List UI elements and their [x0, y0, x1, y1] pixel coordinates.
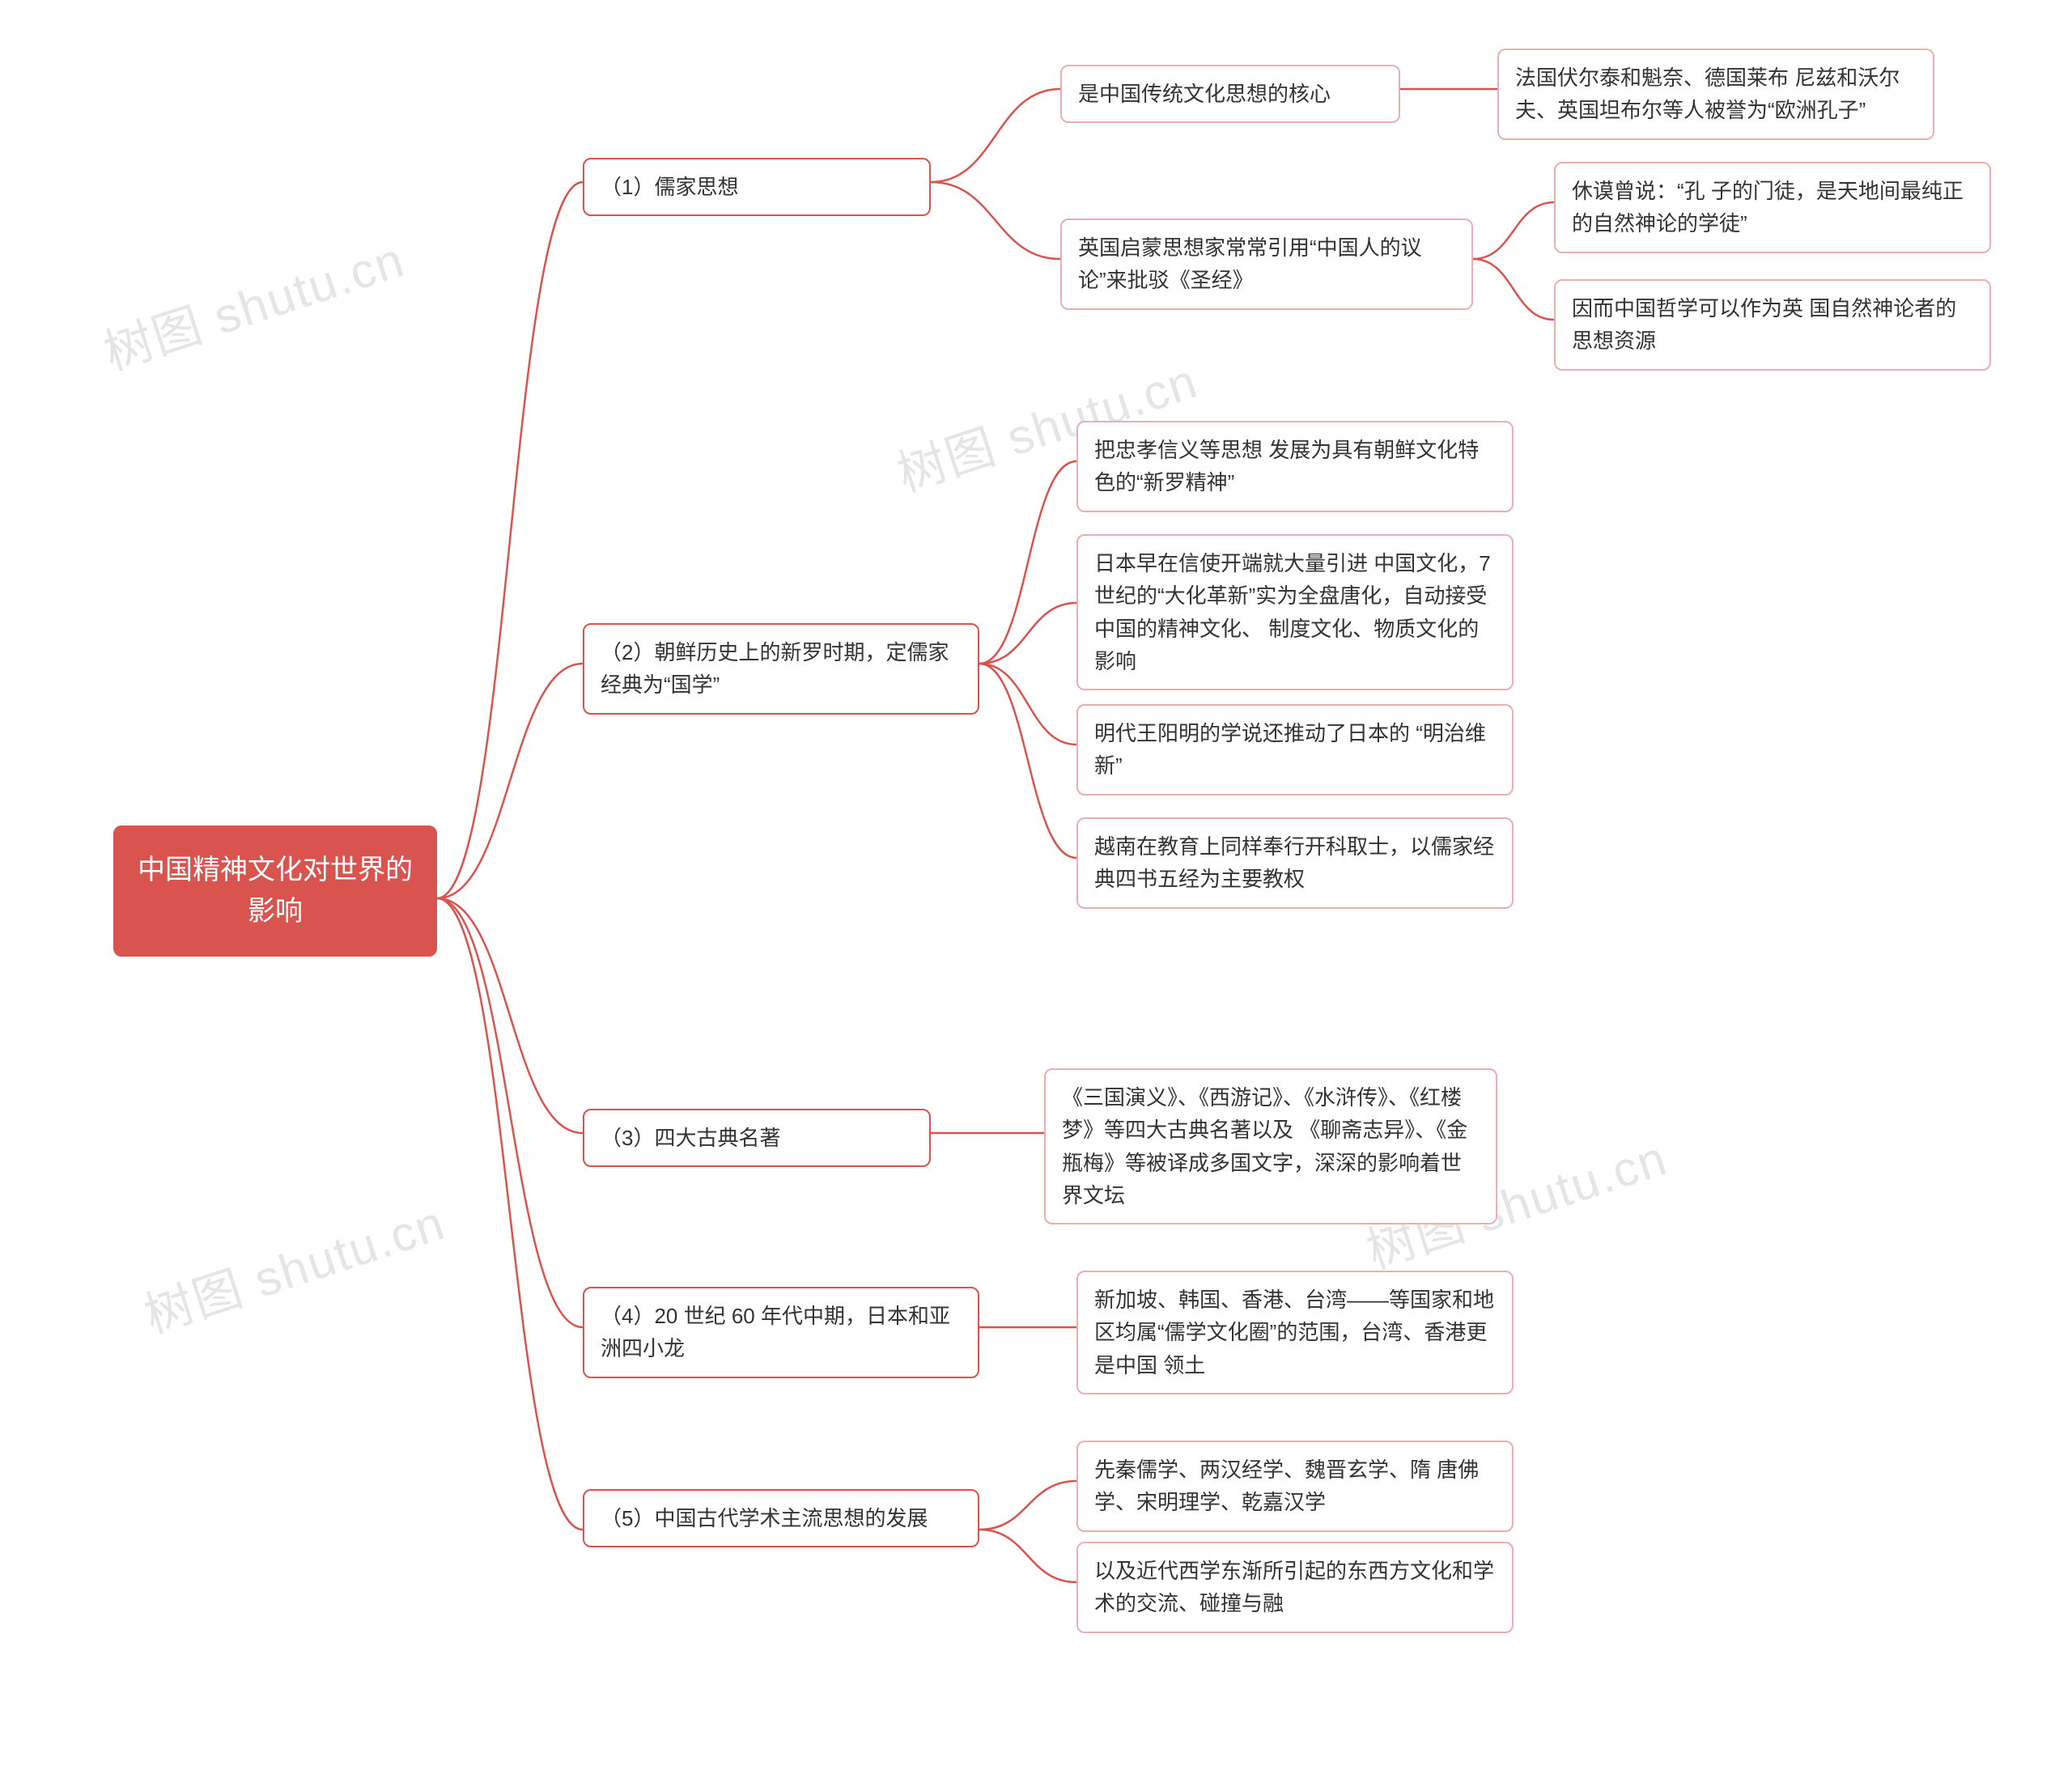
branch-1-child-2[interactable]: 英国启蒙思想家常常引用“中国人的议论”来批驳《圣经》: [1060, 219, 1473, 310]
watermark: 树图 shutu.cn: [94, 221, 413, 384]
branch-2-child-1[interactable]: 把忠孝信义等思想 发展为具有朝鲜文化特色的“新罗精神”: [1076, 421, 1514, 512]
branch-4-child-1[interactable]: 新加坡、韩国、香港、台湾——等国家和地区均属“儒学文化圈”的范围，台湾、香港更是…: [1076, 1271, 1514, 1394]
branch-2-child-3[interactable]: 明代王阳明的学说还推动了日本的 “明治维新”: [1076, 704, 1514, 796]
branch-1-child-1[interactable]: 是中国传统文化思想的核心: [1060, 65, 1400, 123]
branch-2-child-2[interactable]: 日本早在信使开端就大量引进 中国文化，7 世纪的“大化革新”实为全盘唐化，自动接…: [1076, 534, 1514, 690]
branch-3[interactable]: （3）四大古典名著: [583, 1109, 931, 1167]
branch-3-child-1[interactable]: 《三国演义》、《西游记》、《水浒传》、《红楼梦》等四大古典名著以及 《聊斋志异》…: [1044, 1068, 1497, 1224]
branch-1[interactable]: （1）儒家思想: [583, 158, 931, 216]
branch-1-child-1-leaf-1[interactable]: 法国伏尔泰和魁奈、德国莱布 尼兹和沃尔夫、英国坦布尔等人被誉为“欧洲孔子”: [1497, 49, 1934, 140]
mindmap-canvas: 树图 shutu.cn 树图 shutu.cn 树图 shutu.cn 树图 s…: [0, 0, 2072, 1791]
branch-1-child-2-leaf-1[interactable]: 休谟曾说：“孔 子的门徒，是天地间最纯正的自然神论的学徒”: [1554, 162, 1991, 253]
watermark: 树图 shutu.cn: [134, 1184, 453, 1347]
branch-5-child-2[interactable]: 以及近代西学东渐所引起的东西方文化和学术的交流、碰撞与融: [1076, 1542, 1514, 1633]
root-node[interactable]: 中国精神文化对世界的影响: [113, 825, 437, 957]
branch-2[interactable]: （2）朝鲜历史上的新罗时期，定儒家经典为“国学”: [583, 623, 979, 715]
branch-2-child-4[interactable]: 越南在教育上同样奉行开科取士，以儒家经典四书五经为主要教权: [1076, 817, 1514, 909]
branch-5-child-1[interactable]: 先秦儒学、两汉经学、魏晋玄学、隋 唐佛学、宋明理学、乾嘉汉学: [1076, 1441, 1514, 1532]
branch-4[interactable]: （4）20 世纪 60 年代中期，日本和亚洲四小龙: [583, 1287, 979, 1378]
branch-1-child-2-leaf-2[interactable]: 因而中国哲学可以作为英 国自然神论者的思想资源: [1554, 279, 1991, 371]
branch-5[interactable]: （5）中国古代学术主流思想的发展: [583, 1489, 979, 1547]
